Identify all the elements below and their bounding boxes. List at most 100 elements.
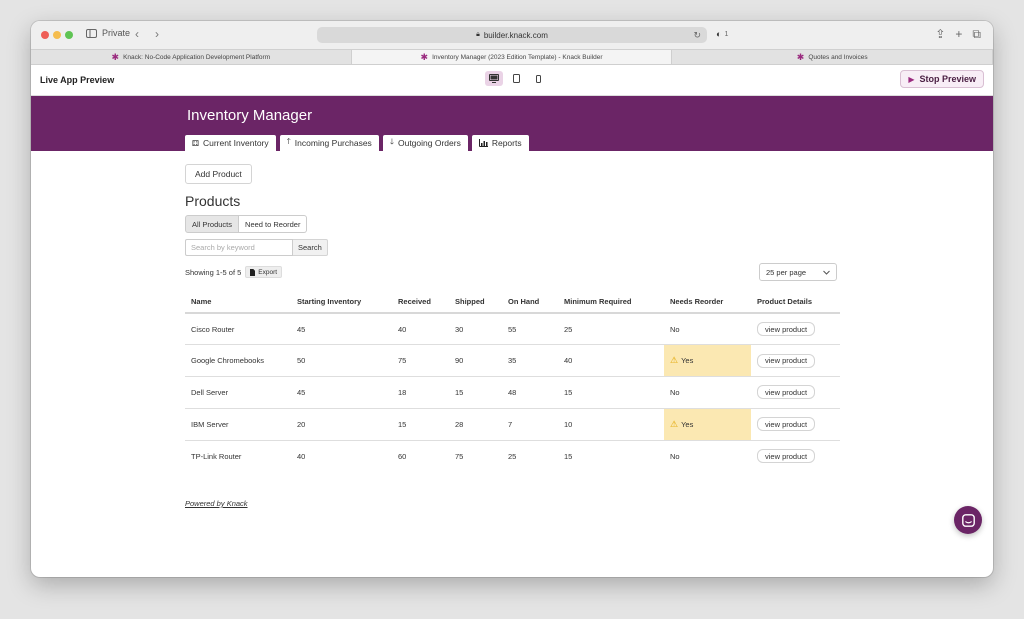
browser-tab-label: Inventory Manager (2023 Edition Template… xyxy=(432,53,603,61)
phone-icon xyxy=(535,74,541,83)
column-header[interactable]: Minimum Required xyxy=(564,297,632,306)
column-header[interactable]: Starting Inventory xyxy=(297,297,362,306)
knack-logo-icon: ✱ xyxy=(111,51,120,62)
stop-preview-button[interactable]: ▶ Stop Preview xyxy=(900,70,984,88)
table-row: IBM Server 20 15 28 7 10 ⚠︎ Yes view prod… xyxy=(185,407,840,441)
cell-on-hand: 55 xyxy=(502,312,558,345)
stop-preview-label: Stop Preview xyxy=(919,74,976,84)
view-product-button[interactable]: view product xyxy=(757,385,816,400)
browser-tab-knack[interactable]: ✱ Knack: No-Code Application Development… xyxy=(31,50,352,64)
warning-icon: ⚠︎ xyxy=(670,418,679,429)
cubes-icon: ⚃ xyxy=(192,138,199,148)
forward-icon[interactable]: › xyxy=(155,27,159,41)
cell-name: TP-Link Router xyxy=(185,439,291,472)
tablet-icon xyxy=(512,74,520,83)
filter-all-products[interactable]: All Products xyxy=(185,215,240,233)
cell-shipped: 75 xyxy=(449,439,502,472)
cell-received: 18 xyxy=(392,376,449,409)
cell-needs-reorder: ⚠︎ Yes xyxy=(664,344,751,377)
minimize-window-button[interactable] xyxy=(53,31,61,39)
cell-shipped: 90 xyxy=(449,344,502,377)
maximize-window-button[interactable] xyxy=(65,31,73,39)
table-header-row: Name Starting Inventory Received Shipped… xyxy=(185,291,840,313)
search-row: Search xyxy=(185,239,840,256)
column-header[interactable]: Received xyxy=(398,297,431,306)
desktop-view-button[interactable] xyxy=(485,71,503,86)
column-header[interactable]: Shipped xyxy=(455,297,485,306)
url-text: builder.knack.com xyxy=(483,30,548,40)
back-icon[interactable]: ‹ xyxy=(135,27,139,41)
results-count: Showing 1-5 of 5 xyxy=(185,267,242,277)
cell-product-details: view product xyxy=(751,376,840,409)
share-icon[interactable]: ⇪ xyxy=(935,27,946,41)
nav-current-inventory[interactable]: ⚃ Current Inventory xyxy=(185,135,276,151)
table-row: TP-Link Router 40 60 75 25 15 No view pr… xyxy=(185,439,840,472)
app-nav: ⚃ Current Inventory 🡑 Incoming Purchases… xyxy=(185,135,529,151)
cell-minimum-required: 15 xyxy=(558,376,664,409)
warning-icon: ⚠︎ xyxy=(670,355,679,366)
export-label: Export xyxy=(258,268,278,276)
close-window-button[interactable] xyxy=(41,31,49,39)
sidebar-icon xyxy=(86,28,97,38)
reload-icon[interactable]: ↻ xyxy=(693,30,701,40)
browser-tab-inventory[interactable]: ✱ Inventory Manager (2023 Edition Templa… xyxy=(351,50,673,64)
add-product-button[interactable]: Add Product xyxy=(185,164,252,184)
browser-tab-label: Quotes and Invoices xyxy=(808,53,868,61)
cell-name: Google Chromebooks xyxy=(185,344,291,377)
search-input[interactable] xyxy=(185,239,293,256)
nav-reports[interactable]: Reports xyxy=(471,135,529,151)
nav-incoming-purchases[interactable]: 🡑 Incoming Purchases xyxy=(279,135,379,151)
export-button[interactable]: Export xyxy=(245,266,283,278)
column-header[interactable]: On Hand xyxy=(508,297,540,306)
cell-needs-reorder: No xyxy=(664,376,751,409)
cell-product-details: view product xyxy=(751,407,840,441)
search-button[interactable]: Search xyxy=(293,239,328,256)
tablet-view-button[interactable] xyxy=(507,71,525,86)
cell-minimum-required: 10 xyxy=(558,407,664,441)
view-product-button[interactable]: view product xyxy=(757,417,816,432)
cell-product-details: view product xyxy=(751,439,840,472)
nav-outgoing-orders[interactable]: 🡓 Outgoing Orders xyxy=(382,135,468,151)
column-header[interactable]: Name xyxy=(191,297,212,306)
new-tab-icon[interactable]: + xyxy=(955,27,963,41)
filter-tabs: All Products Need to Reorder xyxy=(185,215,840,233)
tab-overview-icon[interactable]: ⧉ xyxy=(972,27,981,41)
privacy-shield[interactable]: ◐ 1 xyxy=(716,29,728,39)
cell-needs-reorder: No xyxy=(664,312,751,345)
cell-shipped: 15 xyxy=(449,376,502,409)
address-bar[interactable]: 🔒︎ builder.knack.com ↻ xyxy=(317,27,707,43)
browser-window: Private ‹ › 🔒︎ builder.knack.com ↻ ◐ 1 ⇪… xyxy=(31,21,993,577)
cell-on-hand: 48 xyxy=(502,376,558,409)
chat-launcher-button[interactable] xyxy=(954,506,982,534)
cell-received: 40 xyxy=(392,312,449,345)
cell-minimum-required: 25 xyxy=(558,312,664,345)
chevron-down-icon xyxy=(823,270,830,275)
cell-starting-inventory: 50 xyxy=(291,344,392,377)
products-table: Name Starting Inventory Received Shipped… xyxy=(185,291,840,472)
powered-by-link[interactable]: Powered by Knack xyxy=(185,499,248,508)
cell-received: 60 xyxy=(392,439,449,472)
cell-product-details: view product xyxy=(751,312,840,345)
reorder-value: No xyxy=(670,451,680,461)
phone-view-button[interactable] xyxy=(529,71,547,86)
nav-label: Incoming Purchases xyxy=(294,138,372,148)
cell-minimum-required: 15 xyxy=(558,439,664,472)
browser-tab-quotes[interactable]: ✱ Quotes and Invoices xyxy=(672,50,993,64)
per-page-select[interactable]: 25 per page xyxy=(759,263,837,281)
view-product-button[interactable]: view product xyxy=(757,322,816,337)
view-product-button[interactable]: view product xyxy=(757,353,816,368)
browser-toolbar: Private ‹ › 🔒︎ builder.knack.com ↻ ◐ 1 ⇪… xyxy=(31,21,993,49)
sidebar-toggle[interactable]: Private xyxy=(86,28,130,38)
app-header: Inventory Manager ⚃ Current Inventory 🡑 … xyxy=(31,96,993,151)
lock-icon: 🔒︎ xyxy=(476,31,480,38)
arrow-down-icon: 🡓 xyxy=(389,137,394,146)
reorder-value: No xyxy=(670,324,680,334)
column-header[interactable]: Needs Reorder xyxy=(670,297,724,306)
cell-starting-inventory: 20 xyxy=(291,407,392,441)
cell-starting-inventory: 45 xyxy=(291,376,392,409)
table-body: Cisco Router 45 40 30 55 25 No view prod… xyxy=(185,312,840,472)
preview-title: Live App Preview xyxy=(40,75,115,85)
filter-need-reorder[interactable]: Need to Reorder xyxy=(239,215,308,233)
play-icon: ▶ xyxy=(908,74,915,84)
view-product-button[interactable]: view product xyxy=(757,449,816,464)
